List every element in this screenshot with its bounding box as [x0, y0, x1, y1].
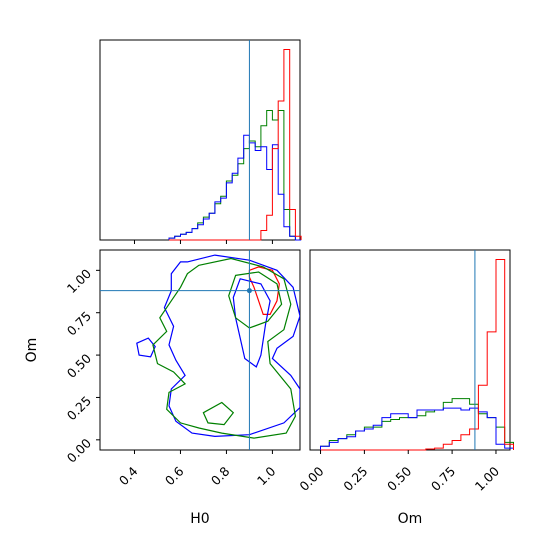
om-hist-x-tick-label-2: 0.50 [384, 463, 414, 493]
h0-hist-red-series [169, 49, 302, 241]
contour-green-4 [152, 257, 297, 439]
contour-y-tick-label-2: 0.50 [64, 351, 94, 381]
panel-h0-histogram [99, 39, 302, 244]
contour-truth-point [246, 288, 252, 294]
contour-y-tick-label-3: 0.75 [64, 308, 94, 338]
contour-y-tick-label-0: 0.00 [64, 435, 94, 465]
contour-marks [100, 250, 300, 450]
panel-h0-histogram-frame [99, 39, 301, 241]
contour-blue-3 [136, 337, 156, 358]
x-axis-label-h0: H0 [190, 511, 209, 527]
contour-x-ticks: 0.4 0.6 0.8 1.0 [116, 450, 279, 488]
om-hist-x-tick-label-4: 1.00 [472, 463, 502, 493]
contour-y-tick-label-4: 1.00 [64, 266, 94, 296]
contour-y-tick-label-1: 0.25 [64, 393, 94, 423]
x-axis-label-om: Om [398, 511, 423, 527]
om-histogram-marks [320, 250, 514, 451]
panel-om-histogram-frame [309, 249, 511, 451]
om-histogram-x-ticks: 0.00 0.25 0.50 0.75 1.00 [296, 450, 502, 494]
contour-green-5 [228, 271, 283, 329]
om-hist-x-tick-label-3: 0.75 [428, 464, 458, 494]
contour-x-tick-label-0: 0.4 [116, 463, 141, 488]
h0-hist-blue-series [168, 134, 302, 241]
om-hist-red-series [320, 259, 514, 451]
om-hist-blue-series [320, 407, 514, 450]
om-hist-x-tick-label-0: 0.00 [296, 463, 326, 493]
panel-contour-frame [99, 249, 301, 451]
contour-blue-2 [232, 278, 271, 368]
h0-histogram-marks [133, 40, 302, 244]
contour-green-6 [202, 401, 235, 426]
contour-x-tick-label-1: 0.6 [162, 463, 187, 488]
om-hist-x-tick-label-1: 0.25 [340, 464, 370, 494]
om-hist-green-series [320, 398, 514, 450]
contour-x-tick-label-3: 1.0 [254, 463, 279, 488]
contour-clip-group [100, 250, 300, 450]
panel-om-histogram: 0.00 0.25 0.50 0.75 1.00 [296, 249, 514, 494]
y-axis-label-om: Om [24, 338, 40, 363]
contour-y-ticks: 0.00 0.25 0.50 0.75 1.00 [64, 266, 100, 466]
h0-hist-green-series [168, 110, 302, 241]
contour-x-tick-label-2: 0.8 [208, 463, 233, 488]
panel-om-vs-h0-contour: 0.4 0.6 0.8 1.0 0.00 0.25 0.50 0.75 1.00 [64, 249, 301, 488]
contour-blue-1 [163, 254, 300, 438]
